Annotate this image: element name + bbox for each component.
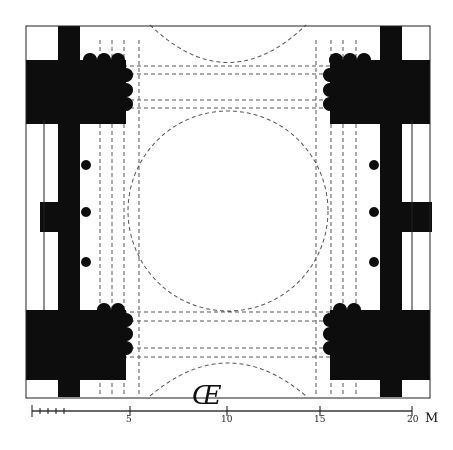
right-wall	[330, 26, 432, 397]
scale-tick-15: 15	[314, 415, 326, 425]
scale-tick-20: 20	[407, 415, 419, 425]
scale-bar: 5 10 15 20 M	[31, 405, 438, 426]
construction-lines	[95, 24, 360, 397]
scale-tick-10: 10	[221, 415, 233, 425]
signature-mark: Œ	[192, 381, 222, 411]
left-wall	[26, 26, 126, 397]
scale-tick-5: 5	[126, 415, 132, 425]
scale-unit: M	[425, 411, 438, 426]
pier-lobes	[81, 53, 379, 355]
wall-outline	[25, 25, 431, 399]
